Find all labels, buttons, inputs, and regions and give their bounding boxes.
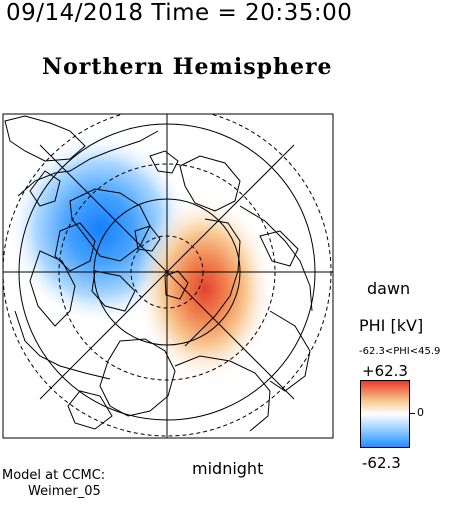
model-credit-line2: Weimer_05	[28, 484, 101, 499]
colorbar-min-label: -62.3	[362, 454, 401, 472]
colorbar-range: -62.3<PHI<45.9	[359, 346, 441, 357]
plot-title: Northern Hemisphere	[42, 54, 333, 80]
midnight-label: midnight	[192, 459, 264, 478]
header-datetime: 09/14/2018 Time = 20:35:00	[6, 0, 353, 26]
map-frame	[2, 113, 334, 439]
colorbar-title: PHI [kV]	[359, 316, 424, 335]
colorbar-zero-tick	[410, 413, 415, 414]
colorbar	[360, 380, 410, 448]
meridian-lines	[3, 114, 333, 438]
dawn-label: dawn	[367, 279, 411, 298]
colorbar-max-label: +62.3	[362, 362, 408, 380]
positive-potential-cell	[135, 193, 275, 385]
polar-map	[2, 113, 334, 439]
coastlines	[4, 115, 313, 432]
model-credit-line1: Model at CCMC:	[2, 468, 106, 483]
colorbar-zero-label: 0	[417, 406, 424, 419]
